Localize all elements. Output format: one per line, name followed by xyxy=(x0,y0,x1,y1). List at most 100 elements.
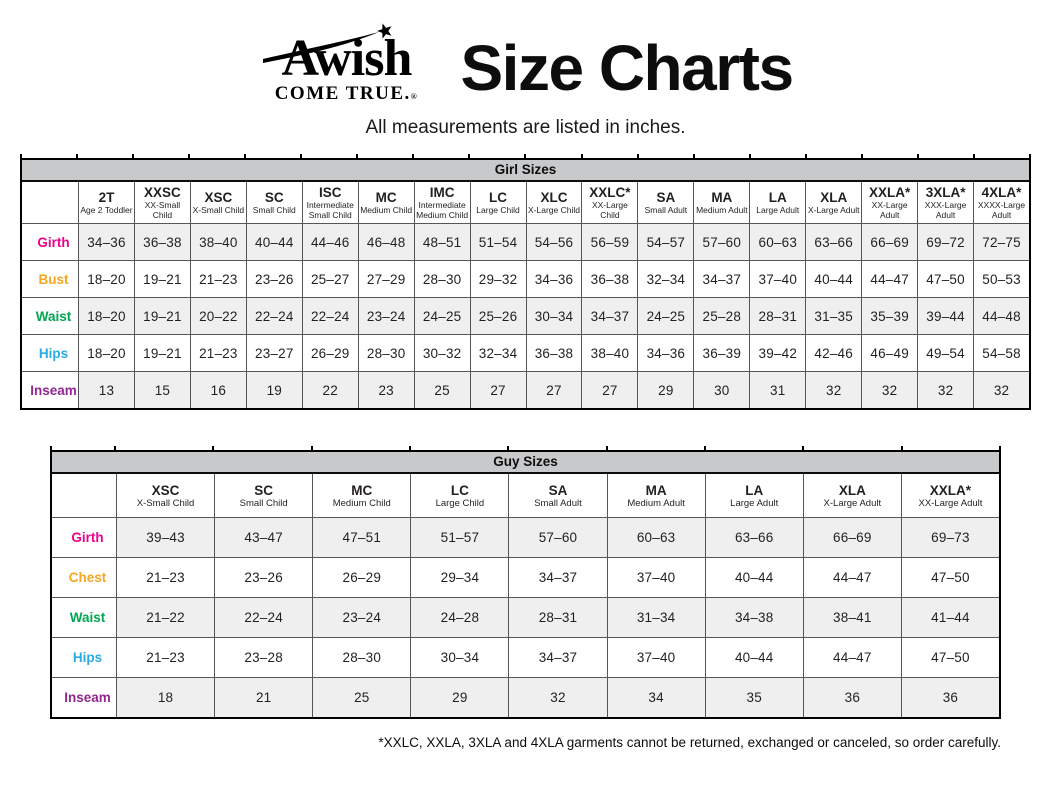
size-value-cell: 51–57 xyxy=(411,518,509,557)
size-code: XLA xyxy=(838,482,866,498)
size-value-cell: 38–40 xyxy=(582,335,638,371)
size-value-cell: 25 xyxy=(414,372,470,408)
size-value-cell: 32–34 xyxy=(638,261,694,297)
size-value-cell: 43–47 xyxy=(215,518,313,557)
size-code: SC xyxy=(254,482,274,498)
size-value-cell: 34–37 xyxy=(509,638,607,677)
size-value-cell: 27 xyxy=(526,372,582,408)
size-value-cell: 28–30 xyxy=(313,638,411,677)
size-value-cell: 44–47 xyxy=(862,261,918,297)
size-code: 2T xyxy=(98,190,115,205)
size-value-cell: 57–60 xyxy=(694,224,750,260)
size-value-cell: 29–34 xyxy=(411,558,509,597)
size-header-cell: ISC Intermediate Small Child xyxy=(302,182,358,223)
size-code: MA xyxy=(645,482,667,498)
column-tick xyxy=(580,154,637,158)
size-value-cell: 28–30 xyxy=(358,335,414,371)
size-value-cell: 66–69 xyxy=(803,518,901,557)
size-code: SC xyxy=(264,190,284,205)
size-value-cell: 36–38 xyxy=(582,261,638,297)
guy-sizes-table: Guy Sizes XSC X-Small Child SC Small Child M… xyxy=(50,446,1001,719)
column-tick xyxy=(409,446,507,450)
size-value-cell: 19–21 xyxy=(134,335,190,371)
size-header-cell: SC Small Child xyxy=(246,182,302,223)
size-code: LC xyxy=(489,190,508,205)
column-tick xyxy=(524,154,580,158)
size-code: MC xyxy=(375,190,397,205)
size-header-cell: MC Medium Child xyxy=(358,182,414,223)
size-value-cell: 21–23 xyxy=(190,261,246,297)
size-value-cell: 36–38 xyxy=(526,335,582,371)
size-value-cell: 39–42 xyxy=(750,335,806,371)
size-value-cell: 42–46 xyxy=(806,335,862,371)
size-value-cell: 44–46 xyxy=(302,224,358,260)
size-code: SA xyxy=(656,190,676,205)
size-value-cell: 23–27 xyxy=(246,335,302,371)
logo-wordmark: Awish xyxy=(281,30,413,87)
size-value-cell: 26–29 xyxy=(302,335,358,371)
size-header-cell: MC Medium Child xyxy=(313,474,411,517)
size-value-cell: 31–34 xyxy=(607,598,705,637)
logo-tagline-text: COME TRUE. xyxy=(274,83,411,104)
size-value-cell: 32 xyxy=(862,372,918,408)
size-value-cell: 36–39 xyxy=(694,335,750,371)
size-value-cell: 39–43 xyxy=(117,518,215,557)
column-tick xyxy=(802,446,900,450)
column-tick xyxy=(804,154,861,158)
logo-tagline: COME TRUE.® xyxy=(258,84,434,106)
size-description: Large Child xyxy=(476,205,520,215)
size-value-cell: 47–50 xyxy=(901,638,999,677)
size-description: XXX-Large Adult xyxy=(924,200,967,220)
size-description: Large Child xyxy=(435,497,485,509)
page-header: Awish COME TRUE.® Size Charts xyxy=(0,23,1051,110)
size-header-cell: 4XLA* XXXX-Large Adult xyxy=(974,182,1029,223)
size-value-cell: 23–26 xyxy=(215,558,313,597)
footnote: *XXLC, XXLA, 3XLA and 4XLA garments cann… xyxy=(378,735,1001,750)
size-value-cell: 34–36 xyxy=(638,335,694,371)
size-value-cell: 51–54 xyxy=(470,224,526,260)
column-tick xyxy=(76,154,132,158)
size-value-cell: 40–44 xyxy=(246,224,302,260)
size-value-cell: 50–53 xyxy=(974,261,1029,297)
column-tick xyxy=(244,154,300,158)
corner-cell xyxy=(52,474,116,517)
size-value-cell: 20–22 xyxy=(190,298,246,334)
size-value-cell: 44–47 xyxy=(803,638,901,677)
size-value-cell: 32 xyxy=(974,372,1029,408)
size-code: XLC xyxy=(540,190,568,205)
size-value-cell: 49–54 xyxy=(918,335,974,371)
size-code: XLA xyxy=(820,190,848,205)
size-value-cell: 21–23 xyxy=(117,638,215,677)
size-value-cell: 30–34 xyxy=(411,638,509,677)
size-value-cell: 26–29 xyxy=(313,558,411,597)
size-value-cell: 54–56 xyxy=(526,224,582,260)
column-tick xyxy=(50,446,114,450)
row-label: Waist xyxy=(52,598,116,637)
size-value-cell: 46–49 xyxy=(862,335,918,371)
size-value-cell: 66–69 xyxy=(862,224,918,260)
row-label: Hips xyxy=(22,335,78,371)
size-value-cell: 54–58 xyxy=(974,335,1029,371)
size-value-cell: 22–24 xyxy=(246,298,302,334)
size-value-cell: 18–20 xyxy=(79,335,134,371)
row-label: Girth xyxy=(52,518,116,557)
size-header-cell: XSC X-Small Child xyxy=(117,474,215,517)
size-code: 4XLA* xyxy=(981,185,1022,200)
size-value-cell: 21–23 xyxy=(117,558,215,597)
subtitle: All measurements are listed in inches. xyxy=(365,117,686,138)
size-header-cell: XLC X-Large Child xyxy=(526,182,582,223)
size-code: XXSC xyxy=(144,185,181,200)
size-code: ISC xyxy=(318,185,342,200)
size-description: XX-Large Child xyxy=(591,200,628,220)
size-header-cell: XXSC XX-Small Child xyxy=(134,182,190,223)
size-header-cell: XXLC* XX-Large Child xyxy=(582,182,638,223)
size-value-cell: 37–40 xyxy=(750,261,806,297)
column-tick xyxy=(692,154,749,158)
size-description: X-Small Child xyxy=(136,497,195,509)
size-header-cell: 2T Age 2 Toddler xyxy=(79,182,134,223)
size-value-cell: 40–44 xyxy=(705,558,803,597)
size-value-cell: 34–37 xyxy=(509,558,607,597)
size-header-cell: LA Large Adult xyxy=(705,474,803,517)
size-code: XSC xyxy=(151,482,180,498)
column-tick xyxy=(310,446,409,450)
